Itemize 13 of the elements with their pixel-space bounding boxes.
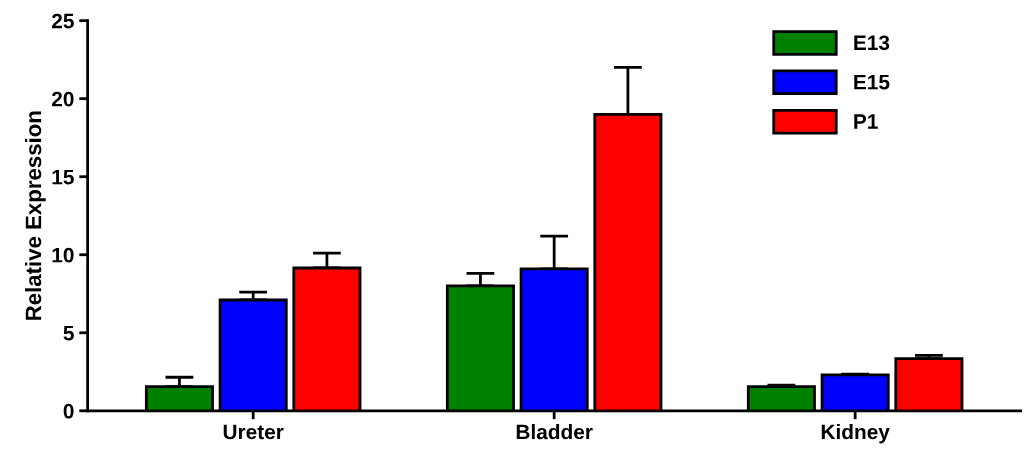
y-tick-label: 15 [52,169,74,185]
legend-label: P1 [854,114,878,129]
y-tick-label: 5 [63,325,74,341]
x-tick-label: Ureter [223,424,284,440]
legend-label: E15 [854,74,890,90]
y-tick-label: 0 [63,403,74,419]
y-axis-title: Relative Expression [25,111,46,320]
y-tick-label: 10 [52,247,74,263]
x-tick-label: Bladder [516,424,593,440]
legend-label: E13 [854,35,890,51]
y-tick-label: 25 [51,13,74,29]
x-tick-label: Kidney [821,424,890,444]
y-tick-label: 20 [51,91,74,107]
